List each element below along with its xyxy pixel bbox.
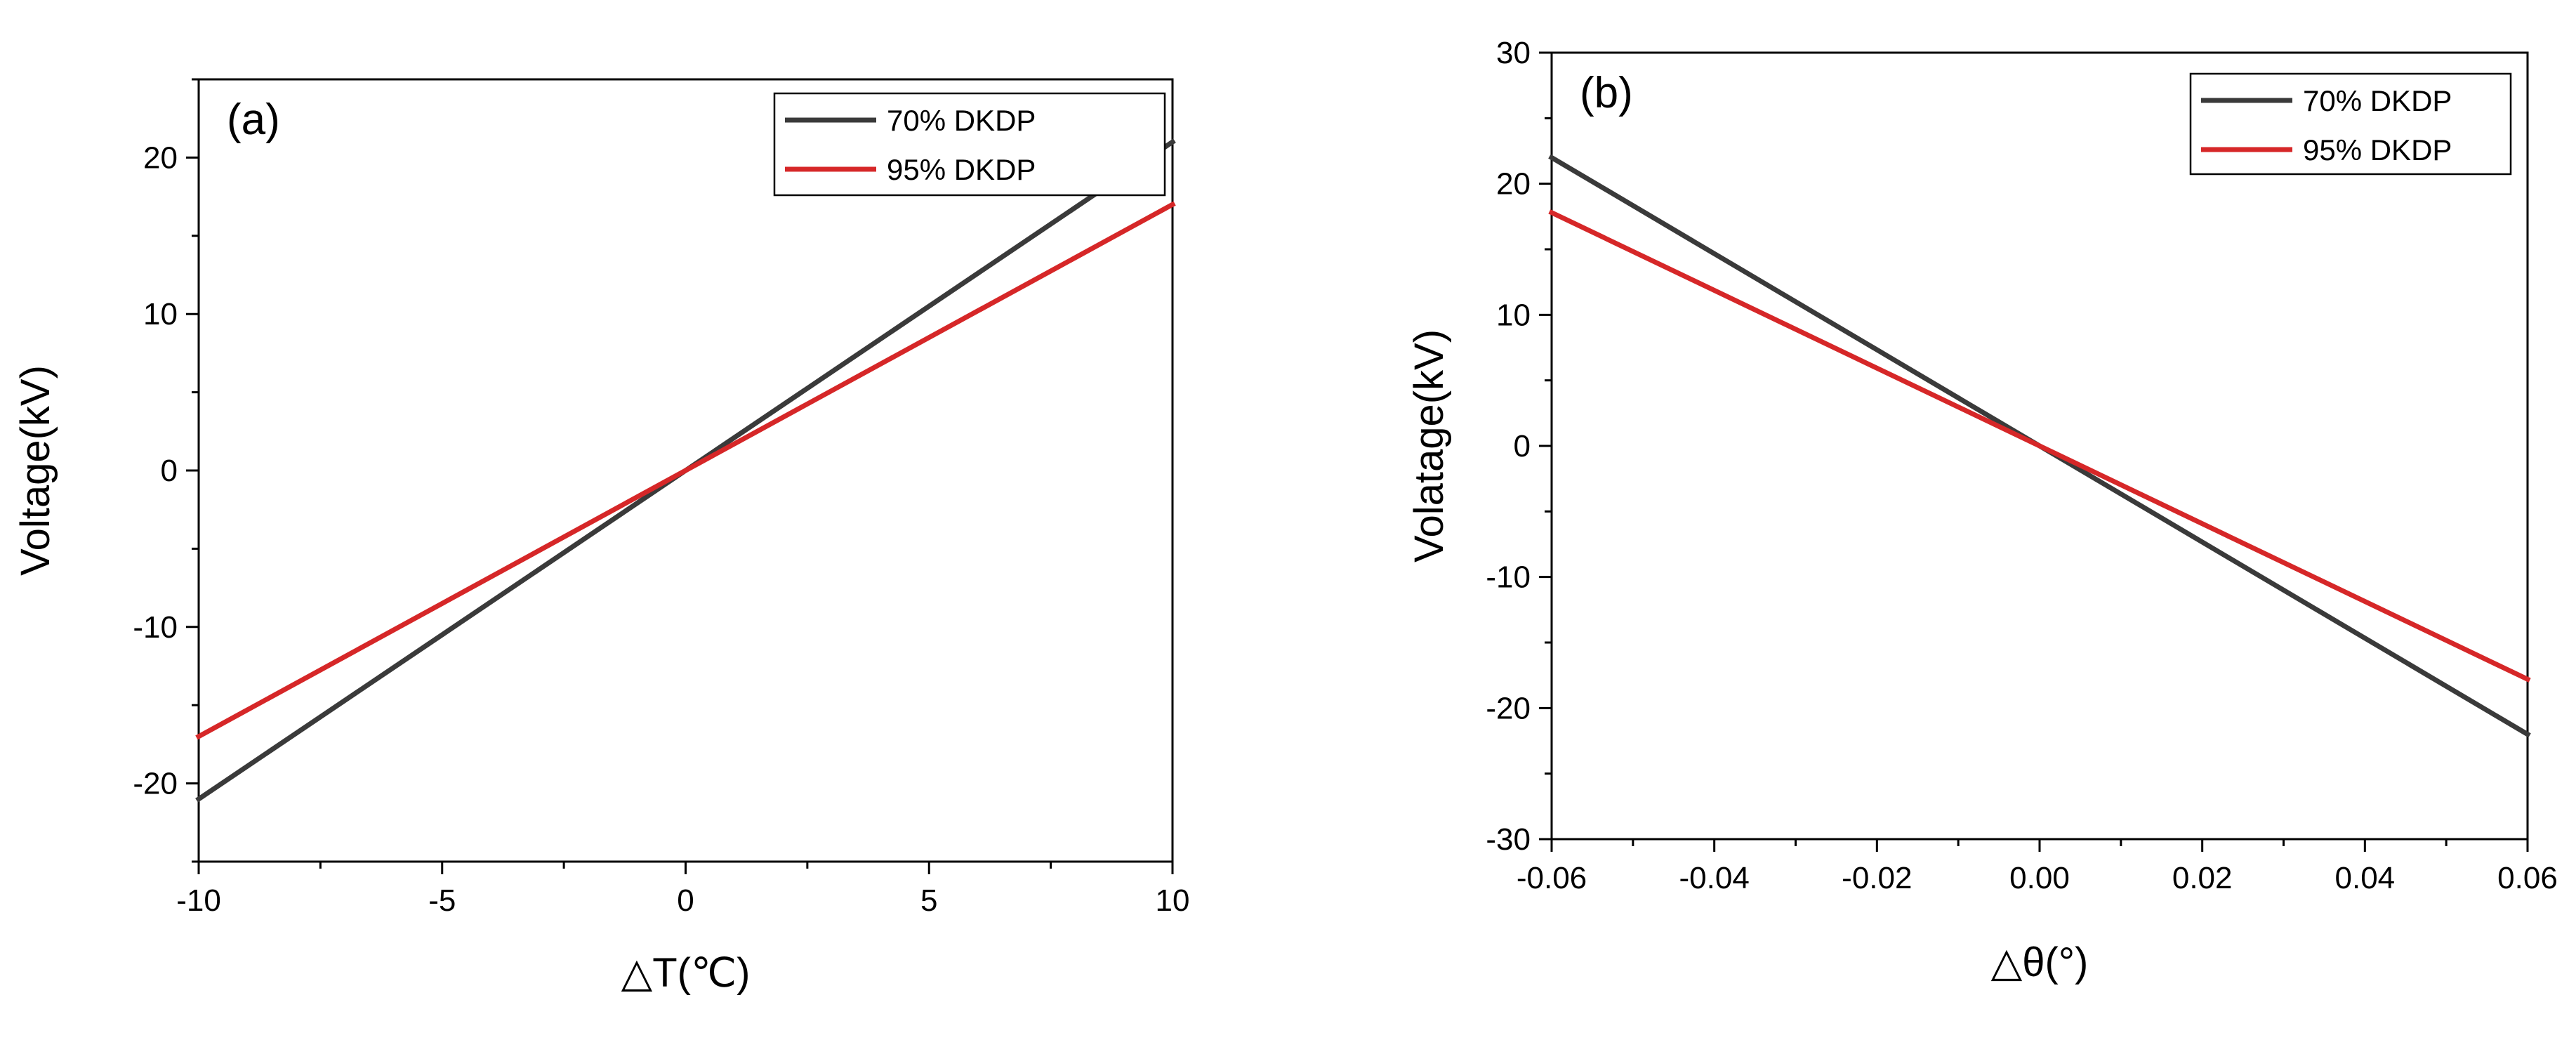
x-tick-label: -0.06 [1517, 861, 1587, 895]
x-axis-title: △T(℃) [621, 950, 751, 996]
x-tick-label: 0.00 [2009, 861, 2070, 895]
y-tick-label: -30 [1486, 822, 1531, 857]
y-axis-title: Voltage(kV) [13, 365, 58, 576]
x-tick-label: -10 [176, 883, 221, 918]
legend-label: 95% DKDP [887, 153, 1036, 186]
x-tick-label: -5 [428, 883, 456, 918]
y-tick-label: -10 [133, 610, 178, 645]
x-tick-label: -0.04 [1679, 861, 1750, 895]
y-tick-label: 10 [143, 297, 178, 331]
legend-box [773, 92, 1166, 197]
x-tick-label: 0.06 [2497, 861, 2558, 895]
x-tick-label: 0.02 [2172, 861, 2233, 895]
chart-panel-b: -0.06 -0.04 -0.02 0.00 0.02 0.04 0.06 -30 -20 -10… [1406, 36, 2558, 985]
legend-box [2189, 72, 2512, 176]
y-tick-label: -20 [133, 767, 178, 801]
x-tick-label: 0 [677, 883, 694, 918]
y-tick-label: 20 [1496, 167, 1531, 202]
x-tick-label: -0.02 [1842, 861, 1912, 895]
x-tick-label: 5 [920, 883, 937, 918]
legend-label: 95% DKDP [2303, 133, 2452, 166]
x-tick-label: 0.04 [2335, 861, 2396, 895]
x-tick-label: 10 [1156, 883, 1190, 918]
panel-label: (b) [1580, 69, 1633, 117]
series-line-95-dkdp [1548, 209, 2531, 683]
y-tick-label: 0 [161, 454, 178, 488]
y-tick-label: 20 [143, 140, 178, 175]
chart-panel-a: -10 -5 0 5 10 -20 -10 0 10 20 70% DKDP 95% DKDP (a) △… [13, 78, 1190, 996]
y-axis-title: Volatage(kV) [1406, 329, 1452, 562]
y-tick-label: -20 [1486, 691, 1531, 725]
y-tick-label: -10 [1486, 560, 1531, 595]
y-tick-label: 10 [1496, 298, 1531, 332]
x-axis-title: △θ(°) [1991, 940, 2089, 985]
legend-label: 70% DKDP [887, 104, 1036, 137]
series-line-95-dkdp [195, 201, 1176, 740]
y-tick-label: 30 [1496, 36, 1531, 70]
y-tick-label: 0 [1514, 429, 1531, 463]
legend-label: 70% DKDP [2303, 84, 2452, 117]
panel-label: (a) [227, 96, 280, 144]
